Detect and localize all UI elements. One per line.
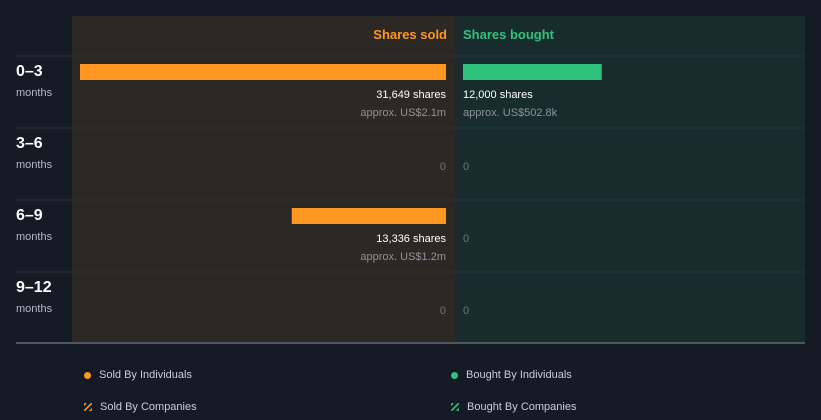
sold-bar: [291, 208, 446, 224]
sold-shares-label: 31,649 shares: [376, 89, 446, 101]
bought-individuals-dot-icon: [451, 371, 458, 379]
period-unit: months: [16, 87, 53, 99]
sold-bar: [80, 64, 446, 80]
legend-bought-individuals: Bought By Individuals: [451, 369, 572, 381]
period-unit: months: [16, 159, 53, 171]
period-unit: months: [16, 303, 53, 315]
sold-zero-label: 0: [440, 305, 446, 317]
legend-bought-companies: Bought By Companies: [451, 401, 576, 413]
header-band: [16, 16, 72, 56]
sold-header: Shares sold: [373, 27, 447, 42]
legend-bought-individuals-label: Bought By Individuals: [466, 369, 572, 381]
period-label: 9–12: [16, 279, 52, 296]
sold-shares-label: 13,336 shares: [376, 233, 446, 245]
sold-individuals-dot-icon: [84, 371, 91, 379]
period-label: 3–6: [16, 135, 43, 152]
bought-zero-label: 0: [463, 161, 469, 173]
sold-value-label: approx. US$2.1m: [360, 107, 446, 119]
bought-shares-label: 12,000 shares: [463, 89, 533, 101]
bought-companies-hatch-icon: [451, 403, 459, 411]
period-unit: months: [16, 231, 53, 243]
sold-zero-label: 0: [440, 161, 446, 173]
bought-value-label: approx. US$502.8k: [463, 107, 558, 119]
bought-zero-label: 0: [463, 233, 469, 245]
legend-sold-individuals-label: Sold By Individuals: [99, 369, 192, 381]
bought-header: Shares bought: [463, 27, 555, 42]
legend-sold-individuals: Sold By Individuals: [84, 369, 192, 381]
period-label: 0–3: [16, 63, 43, 80]
bought-zero-label: 0: [463, 305, 469, 317]
sold-value-label: approx. US$1.2m: [360, 251, 446, 263]
bought-bar: [463, 64, 602, 80]
legend-bought-companies-label: Bought By Companies: [467, 401, 577, 413]
period-label: 6–9: [16, 207, 43, 224]
legend-sold-companies-label: Sold By Companies: [100, 401, 197, 413]
sold-companies-hatch-icon: [84, 403, 92, 411]
chart-rows: 0–3 months 31,649 shares approx. US$2.1m 12,…: [16, 55, 805, 317]
legend-sold-companies: Sold By Companies: [84, 401, 197, 413]
legend: Sold By Individuals Bought By Individual…: [0, 360, 821, 420]
